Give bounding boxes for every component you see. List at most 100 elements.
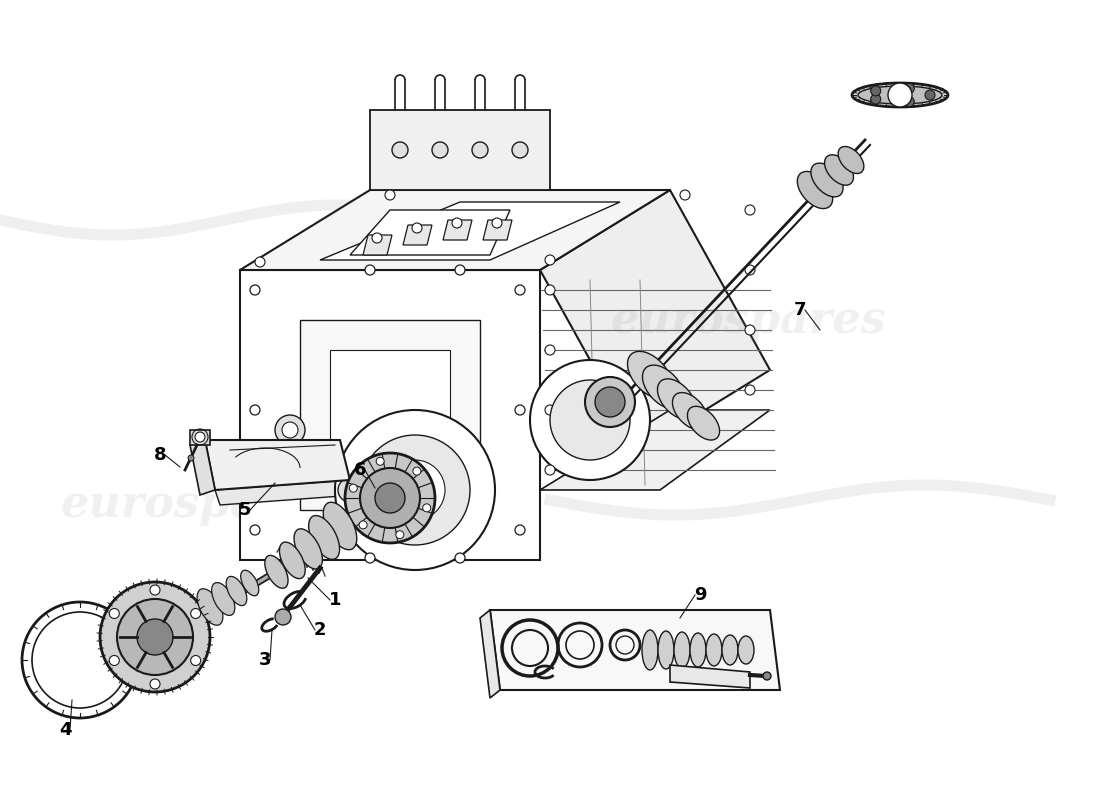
Ellipse shape [811,163,843,197]
Polygon shape [190,440,214,495]
Circle shape [338,478,362,502]
Circle shape [250,285,260,295]
Circle shape [365,265,375,275]
Polygon shape [205,440,350,490]
Ellipse shape [852,83,948,107]
Ellipse shape [309,515,340,559]
Circle shape [109,609,119,618]
Circle shape [515,405,525,415]
Text: eurospares: eurospares [610,298,886,342]
Circle shape [392,142,408,158]
Ellipse shape [798,171,833,209]
Circle shape [385,190,395,200]
Text: 9: 9 [694,586,706,604]
Polygon shape [370,110,550,190]
Circle shape [396,530,404,538]
Circle shape [904,83,914,94]
Circle shape [544,405,556,415]
Circle shape [550,380,630,460]
Circle shape [544,465,556,475]
Circle shape [109,655,119,666]
Circle shape [512,142,528,158]
Circle shape [282,422,298,438]
Text: 2: 2 [314,621,327,639]
Ellipse shape [672,393,707,430]
Circle shape [190,655,200,666]
Ellipse shape [763,672,771,680]
Circle shape [515,525,525,535]
Circle shape [745,325,755,335]
Text: 4: 4 [58,721,72,739]
Circle shape [472,142,488,158]
Text: 1: 1 [329,591,341,609]
Ellipse shape [227,576,246,606]
Polygon shape [330,350,450,480]
Text: 6: 6 [354,461,366,479]
Circle shape [250,405,260,415]
Circle shape [412,467,421,475]
Ellipse shape [642,365,684,409]
Polygon shape [443,220,472,240]
Polygon shape [363,235,392,255]
Circle shape [412,223,422,233]
Circle shape [455,553,465,563]
Circle shape [585,377,635,427]
Circle shape [117,599,192,675]
Circle shape [350,484,358,492]
Polygon shape [190,430,210,445]
Circle shape [544,285,556,295]
Ellipse shape [858,86,942,104]
Circle shape [345,453,434,543]
Circle shape [360,435,470,545]
Ellipse shape [211,582,234,615]
Circle shape [275,415,305,445]
Polygon shape [490,610,780,690]
Polygon shape [300,320,480,510]
Ellipse shape [279,542,305,578]
Circle shape [745,385,755,395]
Ellipse shape [706,634,722,666]
Circle shape [904,97,914,106]
Circle shape [452,218,462,228]
Circle shape [250,525,260,535]
Ellipse shape [688,406,719,440]
Polygon shape [320,202,620,260]
Ellipse shape [674,632,690,668]
Circle shape [138,619,173,655]
Polygon shape [214,480,355,505]
Ellipse shape [294,529,322,569]
Circle shape [255,257,265,267]
Circle shape [595,387,625,417]
Circle shape [100,582,210,692]
Ellipse shape [690,633,706,667]
Ellipse shape [658,379,696,419]
Circle shape [365,553,375,563]
Circle shape [455,265,465,275]
Circle shape [888,83,912,107]
Text: 8: 8 [154,446,166,464]
Ellipse shape [265,555,288,588]
Circle shape [871,94,881,104]
Ellipse shape [738,636,754,664]
Circle shape [544,345,556,355]
Circle shape [680,190,690,200]
Circle shape [492,218,502,228]
Circle shape [275,609,292,625]
Circle shape [385,460,446,520]
Polygon shape [540,190,770,450]
Circle shape [195,432,205,442]
Polygon shape [240,270,540,560]
Ellipse shape [197,589,223,626]
Polygon shape [240,190,670,270]
Circle shape [359,521,367,529]
Ellipse shape [627,351,672,398]
Ellipse shape [658,631,674,669]
Text: eurospares: eurospares [60,482,336,526]
Circle shape [376,458,384,466]
Ellipse shape [838,146,864,174]
Polygon shape [483,220,512,240]
Ellipse shape [825,154,854,186]
Circle shape [871,86,881,96]
Polygon shape [670,665,750,688]
Circle shape [925,90,935,100]
